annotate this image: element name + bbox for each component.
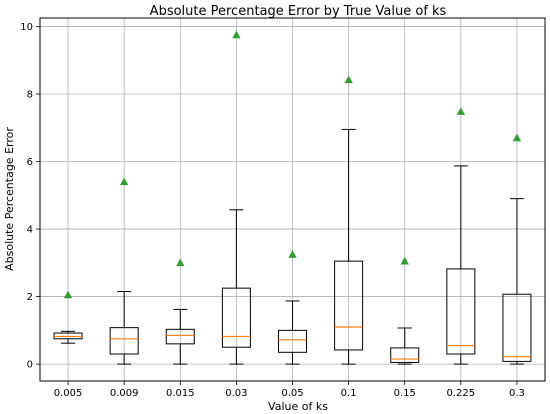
x-axis-ticks: 0.005 0.009 0.015 0.03 0.05 0.1 0.15 0.225 0.3 [54,381,525,399]
mean-marker [456,107,466,115]
iqr-box [446,268,476,355]
box-0.015 [165,258,195,365]
mean-marker [512,133,522,142]
x-tick-label: 0.03 [225,388,247,399]
mean-marker [344,75,353,84]
iqr-box [502,293,532,362]
x-tick-label: 0.15 [394,388,416,399]
box-0.03 [221,30,251,365]
iqr-box [165,328,195,345]
y-tick-label: 10 [20,22,33,33]
x-tick-label: 0.05 [281,388,303,399]
mean-marker [400,256,409,265]
mean-marker [63,290,73,299]
y-tick-label: 2 [27,292,33,303]
mean-marker [288,250,297,258]
x-axis-label: Value of ks [268,400,328,413]
mean-marker [232,30,241,39]
x-tick-label: 0.1 [341,388,357,399]
iqr-box [278,329,307,353]
iqr-box [221,287,251,348]
y-axis-label: Absolute Percentage Error [3,127,16,271]
x-tick-label: 0.005 [54,388,83,399]
y-axis-ticks: 0 2 4 6 8 10 [20,22,40,371]
x-tick-label: 0.015 [166,388,195,399]
y-tick-label: 6 [27,157,33,168]
box-0.05 [278,250,307,365]
iqr-box [334,260,364,351]
boxes-layer [53,30,532,365]
x-tick-label: 0.225 [447,388,476,399]
x-tick-label: 0.009 [110,388,139,399]
box-0.005 [53,290,83,344]
box-0.009 [109,177,139,365]
iqr-box [109,327,139,355]
y-tick-label: 0 [27,360,33,371]
y-tick-label: 4 [27,225,33,236]
box-0.3 [502,133,532,365]
box-0.15 [390,256,420,365]
mean-marker [176,258,185,267]
y-tick-label: 8 [27,89,33,100]
x-tick-label: 0.3 [509,388,525,399]
chart-title: Absolute Percentage Error by True Value … [150,4,447,19]
box-0.1 [334,75,364,365]
mean-marker [119,177,129,186]
box-0.225 [446,107,476,365]
iqr-box [390,347,420,363]
